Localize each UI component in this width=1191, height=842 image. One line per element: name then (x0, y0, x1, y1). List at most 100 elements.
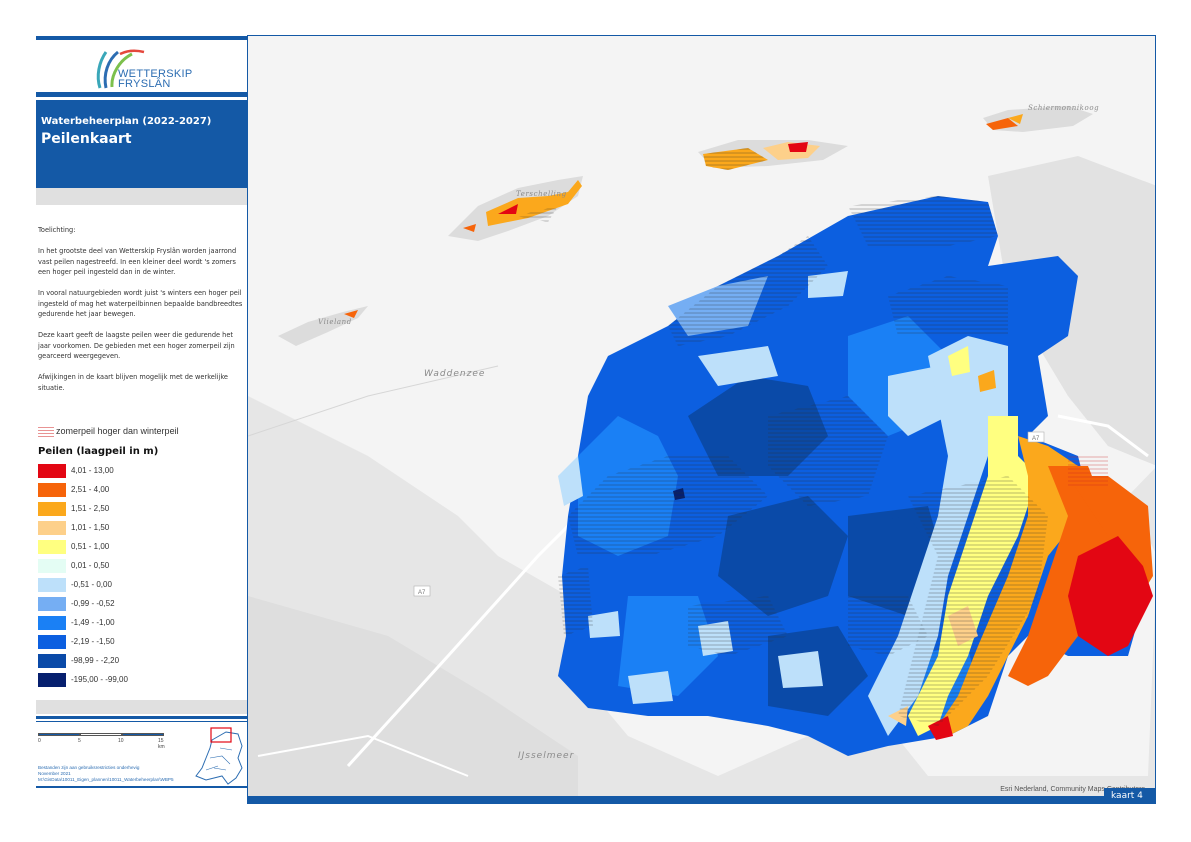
footer-rule (36, 721, 247, 722)
explanation-paragraph: Deze kaart geeft de laagste peilen weer … (38, 331, 235, 360)
legend-item: -195,00 - -99,00 (38, 671, 243, 690)
legend-label: 2,51 - 4,00 (71, 485, 110, 494)
scale-label: 10 (118, 738, 124, 744)
hatch-legend-label: zomerpeil hoger dan winterpeil (56, 426, 179, 436)
map-label-vlieland: Vlieland (318, 318, 352, 326)
legend-item: 1,51 - 2,50 (38, 500, 243, 519)
legend-label: -98,99 - -2,20 (71, 656, 120, 665)
map-label-ijsselmeer: IJsselmeer (518, 751, 575, 761)
footnote-line: Bestanden zijn aan gebruiksrestricties o… (38, 765, 140, 770)
legend-item: -0,99 - -0,52 (38, 595, 243, 614)
legend-label: -1,49 - -1,00 (71, 618, 115, 627)
island-area-patch (703, 148, 768, 170)
map-label-a7: A7 (1032, 436, 1040, 442)
legend-item: 4,01 - 13,00 (38, 462, 243, 481)
legend-swatch (38, 502, 66, 516)
legend-swatch (38, 483, 66, 497)
legend-label: -2,19 - -1,50 (71, 637, 115, 646)
legend-swatch (38, 635, 66, 649)
title-block: Waterbeheerplan (2022-2027) Peilenkaart (36, 100, 247, 188)
map-attribution: Esri Nederland, Community Maps Contribut… (1000, 786, 1145, 793)
explanation-paragraph: Afwijkingen in de kaart blijven mogelijk… (38, 373, 228, 392)
level-zone (718, 496, 848, 616)
inset-extent-box (210, 727, 232, 743)
gray-divider (36, 700, 247, 714)
summer-level-hatch (558, 566, 593, 636)
map-canvas[interactable]: Schiermonnikoog Terschelling Vlieland Wa… (248, 36, 1156, 797)
summer-level-hatch (848, 596, 928, 656)
logo: WETTERSKIP FRYSLÂN (36, 40, 247, 92)
summer-level-hatch (898, 476, 1048, 726)
legend-label: -0,51 - 0,00 (71, 580, 112, 589)
header-rule (36, 36, 247, 40)
legend-item: -98,99 - -2,20 (38, 652, 243, 671)
level-zone (588, 611, 620, 638)
legend-swatch (38, 540, 66, 554)
legend-item: 0,01 - 0,50 (38, 557, 243, 576)
legend-swatch (38, 559, 66, 573)
summer-level-hatch (1068, 456, 1108, 486)
level-zone (1008, 466, 1108, 686)
summer-level-hatch (848, 196, 998, 246)
legend-swatch (38, 616, 66, 630)
scale-label: 5 (78, 738, 81, 744)
waterway-line (248, 365, 499, 437)
scale-label: 15 km (158, 738, 165, 750)
legend-label: 0,51 - 1,00 (71, 542, 110, 551)
legend: 4,01 - 13,00 2,51 - 4,00 1,51 - 2,50 1,01 -… (38, 462, 243, 690)
map-label-a7: A7 (418, 590, 426, 596)
scale-bar: 0 5 10 15 km (38, 733, 165, 750)
legend-label: -195,00 - -99,00 (71, 675, 128, 684)
legend-item: -2,19 - -1,50 (38, 633, 243, 652)
legend-swatch (38, 578, 66, 592)
gray-divider (36, 188, 247, 205)
island-area-patch (788, 142, 808, 152)
legend-swatch (38, 521, 66, 535)
island-area-patch (516, 206, 558, 222)
island-area-patch (463, 224, 476, 232)
map-number-tab: kaart 4 (1104, 788, 1156, 804)
logo-waves-icon (96, 49, 145, 89)
sidebar-panel: WETTERSKIP FRYSLÂN Waterbeheerplan (2022… (36, 36, 247, 788)
logo-line-2: FRYSLÂN (118, 78, 171, 90)
level-zone (698, 346, 778, 386)
legend-label: 1,51 - 2,50 (71, 504, 110, 513)
level-zone (848, 516, 938, 596)
footer-rule (36, 786, 247, 788)
road (257, 734, 469, 777)
footnote-line: November 2021 (38, 771, 71, 776)
level-zone (928, 716, 953, 740)
island-area-patch (986, 118, 1018, 130)
scale-segment (38, 733, 80, 736)
level-zone (978, 370, 996, 392)
scale-segment (122, 733, 164, 736)
level-zone (948, 346, 970, 376)
footer-rule (36, 716, 247, 719)
logo-wordmark: WETTERSKIP FRYSLÂN (118, 69, 193, 90)
map-label-schiermonnikoog: Schiermonnikoog (1028, 104, 1099, 112)
legend-swatch (38, 654, 66, 668)
explanation-paragraph: In het grootste deel van Wetterskip Frys… (38, 247, 237, 276)
explanation-text: Toelichting: In het grootste deel van We… (36, 225, 247, 404)
footnote: Bestanden zijn aan gebruiksrestricties o… (38, 765, 188, 783)
island-area-patch (486, 180, 582, 226)
level-zone (888, 366, 948, 436)
map-frame[interactable]: Schiermonnikoog Terschelling Vlieland Wa… (247, 35, 1156, 797)
logo-rule (36, 92, 247, 97)
a7-shield (1027, 431, 1045, 443)
legend-label: -0,99 - -0,52 (71, 599, 115, 608)
a7-road (1057, 414, 1149, 458)
summer-level-hatch (568, 456, 768, 556)
legend-item: 1,01 - 1,50 (38, 519, 243, 538)
legend-label: 1,01 - 1,50 (71, 523, 110, 532)
hatch-legend: zomerpeil hoger dan winterpeil (38, 426, 243, 438)
footer-bar (247, 797, 1156, 804)
plan-subtitle: Waterbeheerplan (2022-2027) (41, 116, 212, 127)
legend-item: 2,51 - 4,00 (38, 481, 243, 500)
summer-level-hatch (888, 276, 1008, 336)
legend-label: 4,01 - 13,00 (71, 466, 114, 475)
map-label-terschelling: Terschelling (516, 190, 567, 198)
legend-swatch (38, 597, 66, 611)
summer-level-hatch (688, 596, 788, 656)
island-area-patch (344, 310, 358, 318)
